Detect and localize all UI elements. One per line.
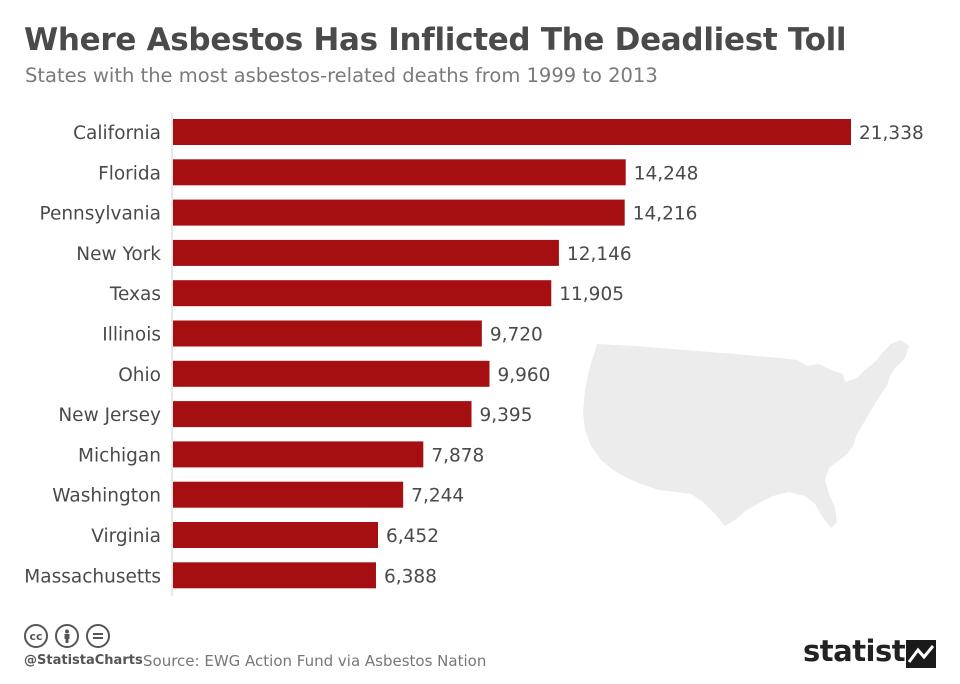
bar[interactable]	[173, 401, 472, 428]
category-label: Ohio	[118, 365, 161, 386]
value-label: 6,388	[384, 566, 437, 587]
bar[interactable]	[173, 441, 424, 468]
value-label: 9,960	[497, 365, 550, 386]
category-label: Virginia	[91, 526, 161, 547]
value-label: 21,338	[859, 123, 924, 144]
source-note: Source: EWG Action Fund via Asbestos Nat…	[143, 652, 487, 670]
category-label: Washington	[52, 486, 161, 507]
category-label: Illinois	[102, 325, 161, 346]
value-label: 9,395	[480, 405, 533, 426]
category-label: Florida	[98, 163, 161, 184]
category-label: Pennsylvania	[39, 204, 161, 225]
category-label: New York	[76, 244, 161, 265]
value-label: 9,720	[490, 325, 543, 346]
bar[interactable]	[173, 119, 851, 145]
bar[interactable]	[173, 280, 552, 307]
statista-logo-icon	[906, 640, 936, 668]
bar[interactable]	[173, 320, 482, 347]
chart-subtitle: States with the most asbestos-related de…	[25, 64, 658, 87]
value-label: 12,146	[567, 244, 632, 265]
bar[interactable]	[173, 562, 376, 589]
twitter-handle[interactable]: @StatistaCharts	[24, 653, 143, 668]
value-label: 7,244	[411, 486, 464, 507]
no-derivatives-icon[interactable]	[86, 624, 110, 648]
bar[interactable]	[173, 199, 625, 226]
value-label: 7,878	[431, 445, 484, 466]
category-label: Texas	[109, 284, 161, 305]
bar[interactable]	[173, 481, 404, 508]
value-label: 6,452	[386, 526, 439, 547]
category-label: New Jersey	[58, 405, 161, 426]
creative-commons-icon[interactable]: cc	[24, 624, 48, 648]
bar[interactable]	[173, 239, 559, 266]
statista-wordmark[interactable]: statista	[803, 634, 925, 668]
bar[interactable]	[173, 360, 490, 387]
category-label: Massachusetts	[24, 566, 161, 587]
value-label: 14,216	[633, 204, 698, 225]
category-label: California	[73, 123, 161, 144]
bar[interactable]	[173, 522, 379, 548]
license-icons: cc	[24, 624, 110, 652]
category-label: Michigan	[78, 445, 161, 466]
bar[interactable]	[173, 159, 626, 186]
value-label: 14,248	[634, 163, 699, 184]
chart-title: Where Asbestos Has Inflicted The Deadlie…	[24, 22, 847, 58]
attribution-icon[interactable]	[55, 624, 79, 648]
value-label: 11,905	[559, 284, 624, 305]
us-map-illustration	[583, 340, 909, 528]
